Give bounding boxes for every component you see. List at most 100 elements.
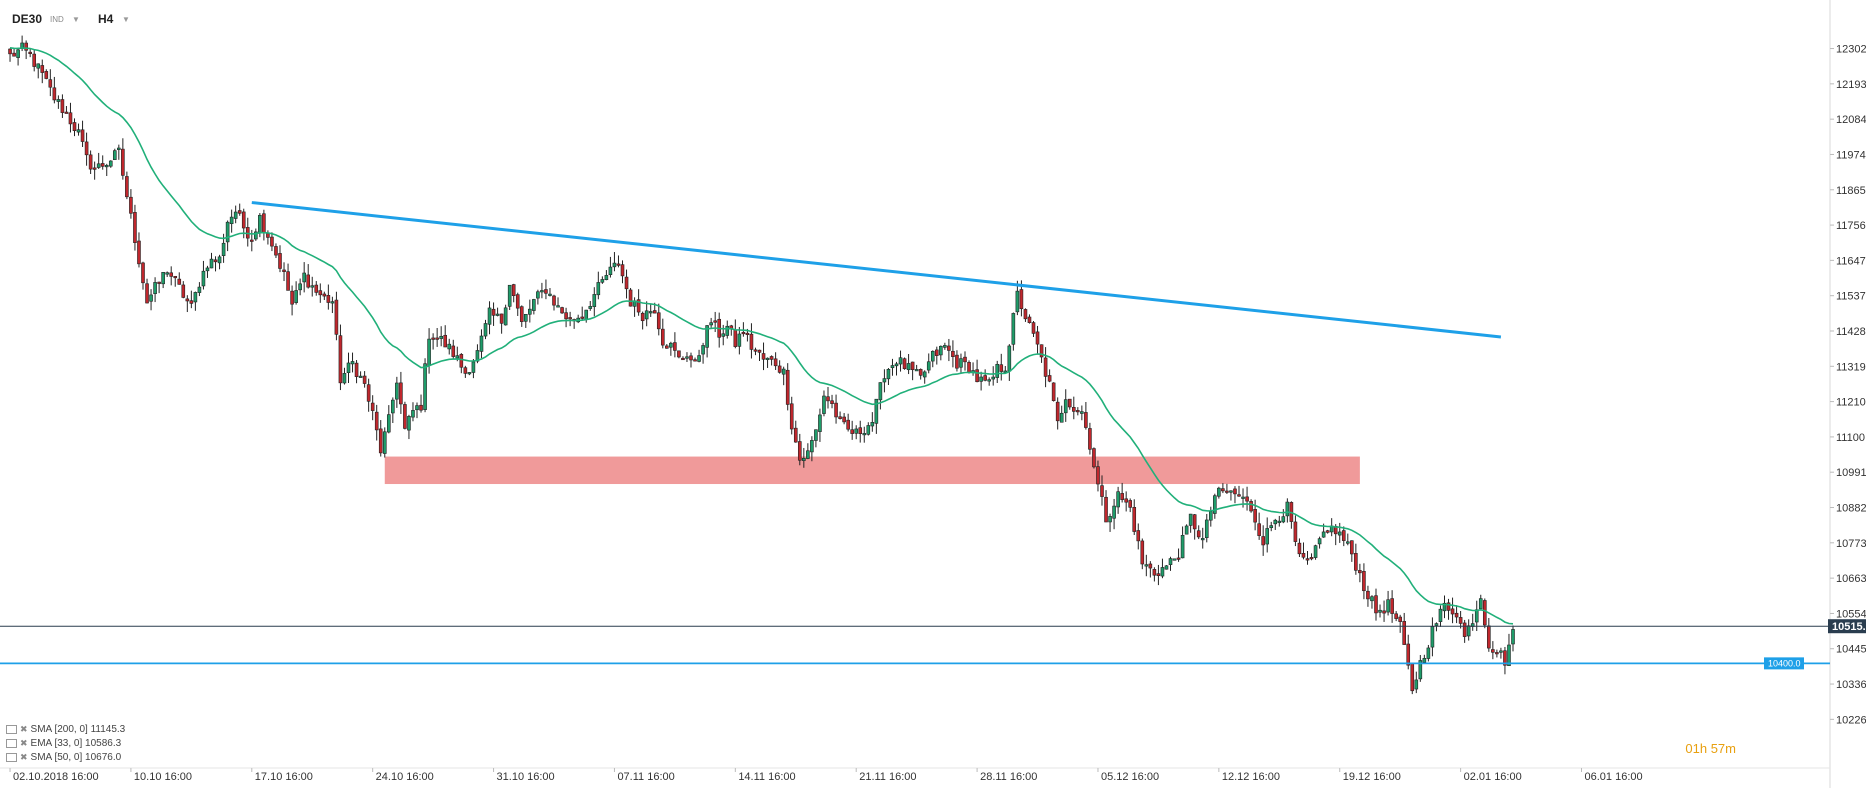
indicator-legend-sma200[interactable]: ✖ SMA [200, 0] 11145.3: [6, 724, 125, 735]
candle[interactable]: [491, 308, 496, 316]
candle[interactable]: [1390, 598, 1394, 614]
candle[interactable]: [286, 271, 290, 291]
candle[interactable]: [399, 382, 403, 405]
candle[interactable]: [781, 368, 786, 375]
candle[interactable]: [721, 333, 726, 337]
candle[interactable]: [1172, 558, 1177, 561]
candle[interactable]: [358, 375, 363, 378]
candle[interactable]: [1313, 545, 1318, 558]
candle[interactable]: [1374, 595, 1378, 614]
candle[interactable]: [1019, 289, 1024, 310]
candle[interactable]: [1474, 609, 1479, 623]
candle[interactable]: [1325, 530, 1330, 533]
candle[interactable]: [665, 345, 669, 349]
candle[interactable]: [221, 242, 226, 256]
candle[interactable]: [874, 398, 879, 424]
candle[interactable]: [1491, 649, 1495, 653]
candle[interactable]: [967, 362, 971, 373]
candle[interactable]: [1434, 623, 1439, 626]
candle[interactable]: [181, 284, 186, 298]
candle[interactable]: [584, 309, 589, 320]
candle[interactable]: [975, 369, 979, 383]
candle[interactable]: [1051, 382, 1056, 401]
candle[interactable]: [656, 312, 661, 330]
candle[interactable]: [306, 274, 311, 288]
candle[interactable]: [157, 281, 161, 284]
candle[interactable]: [36, 63, 41, 69]
candle[interactable]: [487, 307, 492, 325]
candle[interactable]: [1233, 488, 1237, 495]
candle[interactable]: [165, 272, 169, 275]
candle[interactable]: [826, 396, 830, 402]
candle[interactable]: [1398, 616, 1402, 622]
candle[interactable]: [189, 300, 194, 304]
candle[interactable]: [125, 176, 129, 198]
candle[interactable]: [423, 363, 427, 410]
candle[interactable]: [947, 345, 951, 351]
candle[interactable]: [681, 357, 685, 361]
candle[interactable]: [1120, 493, 1124, 500]
candle[interactable]: [753, 349, 758, 352]
candle[interactable]: [1039, 344, 1044, 358]
candle[interactable]: [370, 402, 375, 411]
candle[interactable]: [1269, 525, 1274, 528]
candle[interactable]: [1245, 496, 1249, 502]
candle[interactable]: [1499, 650, 1503, 653]
indicator-legend-sma50[interactable]: ✖ SMA [50, 0] 10676.0: [6, 752, 121, 763]
candle[interactable]: [1160, 567, 1165, 577]
candle[interactable]: [878, 382, 883, 401]
candle[interactable]: [342, 373, 347, 384]
indicator-settings-icon[interactable]: [6, 738, 17, 748]
candle[interactable]: [100, 163, 105, 167]
candle[interactable]: [1482, 600, 1487, 626]
candle[interactable]: [850, 429, 854, 434]
candle[interactable]: [173, 275, 178, 279]
candle[interactable]: [427, 338, 431, 366]
candle[interactable]: [350, 361, 355, 365]
candle[interactable]: [338, 335, 343, 384]
candle[interactable]: [229, 216, 234, 225]
candle[interactable]: [1196, 530, 1201, 538]
candle[interactable]: [862, 433, 867, 436]
candle[interactable]: [185, 298, 190, 302]
candle[interactable]: [1124, 498, 1128, 503]
candle[interactable]: [141, 262, 145, 284]
candle[interactable]: [999, 364, 1004, 372]
candle[interactable]: [1168, 558, 1173, 565]
candle[interactable]: [1386, 599, 1390, 613]
candle[interactable]: [930, 350, 935, 362]
candle[interactable]: [1503, 650, 1507, 666]
candle[interactable]: [1414, 679, 1419, 690]
candle[interactable]: [1273, 519, 1278, 525]
candle[interactable]: [483, 323, 488, 337]
candle[interactable]: [1341, 530, 1346, 541]
candle[interactable]: [362, 375, 367, 384]
candle[interactable]: [378, 428, 383, 454]
candle[interactable]: [1378, 609, 1382, 613]
candle[interactable]: [137, 240, 141, 265]
candle[interactable]: [523, 314, 528, 322]
candle[interactable]: [882, 378, 887, 383]
candle[interactable]: [314, 284, 319, 293]
candle[interactable]: [1007, 345, 1012, 372]
candle[interactable]: [1043, 357, 1048, 377]
candle[interactable]: [1148, 563, 1153, 569]
candle[interactable]: [834, 402, 838, 418]
candle[interactable]: [1495, 652, 1499, 655]
candle[interactable]: [1132, 507, 1137, 532]
candle[interactable]: [1418, 660, 1423, 680]
candle[interactable]: [1402, 621, 1407, 645]
candle[interactable]: [1366, 590, 1370, 600]
candle[interactable]: [237, 210, 242, 214]
candle[interactable]: [52, 87, 57, 101]
candle[interactable]: [910, 361, 915, 371]
candle[interactable]: [278, 253, 282, 269]
candle[interactable]: [32, 53, 37, 67]
ema-line[interactable]: [9, 47, 1514, 625]
candle[interactable]: [761, 353, 766, 360]
candle[interactable]: [737, 333, 742, 347]
candle[interactable]: [24, 42, 28, 51]
candle[interactable]: [56, 99, 61, 102]
candle[interactable]: [1059, 412, 1064, 423]
